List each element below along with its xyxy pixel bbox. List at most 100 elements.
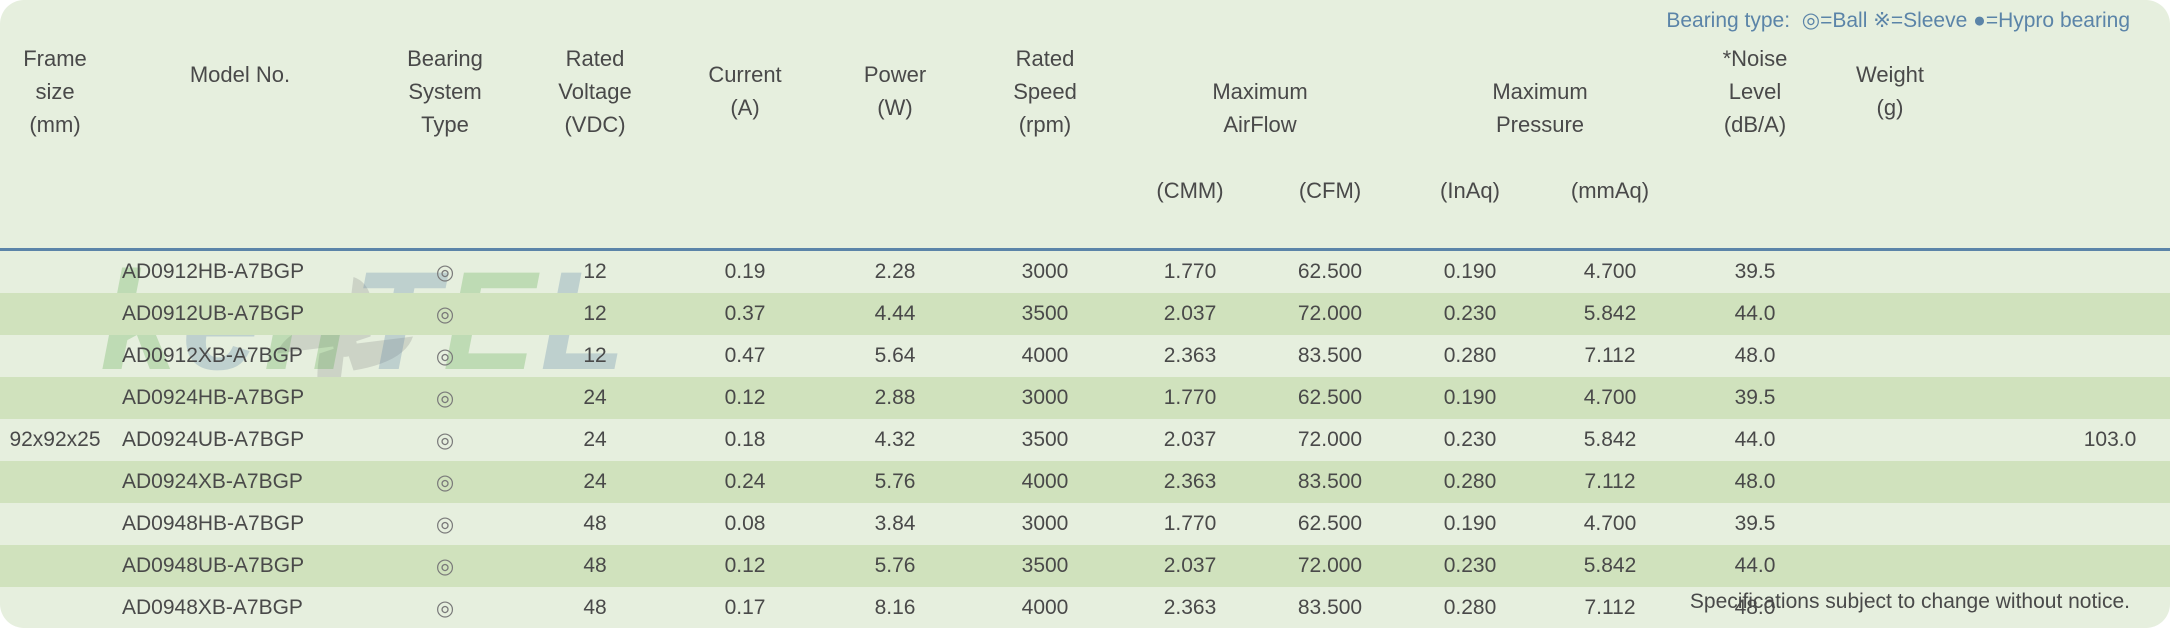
bearing-cell: ◎ — [370, 386, 520, 411]
airflow-cmm-cell: 2.363 — [1120, 344, 1260, 368]
speed-cell: 3500 — [970, 302, 1120, 326]
model-cell: AD0948UB-A7BGP — [110, 554, 370, 578]
bearing-cell: ◎ — [370, 512, 520, 537]
pressure-inaq-cell: 0.230 — [1400, 302, 1540, 326]
pressure-mmaq-cell: 7.112 — [1540, 344, 1680, 368]
pressure-inaq-cell: 0.230 — [1400, 428, 1540, 452]
header-airflow-label: Maximum AirFlow — [1120, 75, 1400, 141]
pressure-inaq-cell: 0.280 — [1400, 596, 1540, 620]
model-cell: AD0912HB-A7BGP — [110, 260, 370, 284]
current-cell: 0.47 — [670, 344, 820, 368]
voltage-cell: 48 — [520, 512, 670, 536]
current-cell: 0.17 — [670, 596, 820, 620]
header-weight: Weight (g) — [1830, 42, 1950, 124]
model-cell: AD0912UB-A7BGP — [110, 302, 370, 326]
noise-cell: 44.0 — [1680, 554, 1830, 578]
header-pressure-group: Maximum Pressure (InAq) (mmAq) — [1400, 42, 1680, 240]
airflow-cmm-cell: 2.037 — [1120, 554, 1260, 578]
pressure-mmaq-cell: 5.842 — [1540, 302, 1680, 326]
airflow-cfm-cell: 83.500 — [1260, 470, 1400, 494]
power-cell: 3.84 — [820, 512, 970, 536]
power-cell: 8.16 — [820, 596, 970, 620]
ball-icon: ◎ — [1802, 9, 1820, 32]
bearing-cell: ◎ — [370, 554, 520, 579]
airflow-cfm-cell: 83.500 — [1260, 344, 1400, 368]
power-cell: 4.32 — [820, 428, 970, 452]
pressure-mmaq-cell: 4.700 — [1540, 260, 1680, 284]
voltage-cell: 24 — [520, 470, 670, 494]
header-pressure-label: Maximum Pressure — [1400, 75, 1680, 141]
power-cell: 2.88 — [820, 386, 970, 410]
model-cell: AD0948XB-A7BGP — [110, 596, 370, 620]
airflow-cmm-cell: 2.363 — [1120, 470, 1260, 494]
voltage-cell: 24 — [520, 428, 670, 452]
voltage-cell: 24 — [520, 386, 670, 410]
speed-cell: 3500 — [970, 428, 1120, 452]
table-header-row-1: Frame size (mm) Model No. Bearing System… — [0, 40, 2170, 251]
spec-table: Frame size (mm) Model No. Bearing System… — [0, 40, 2170, 628]
current-cell: 0.24 — [670, 470, 820, 494]
pressure-inaq-cell: 0.190 — [1400, 512, 1540, 536]
pressure-mmaq-cell: 4.700 — [1540, 512, 1680, 536]
table-body: 92x92x25 103.0 AD0912HB-A7BGP◎120.192.28… — [0, 251, 2170, 628]
table-row: AD0924XB-A7BGP◎240.245.7640002.36383.500… — [0, 461, 2170, 503]
header-frame: Frame size (mm) — [0, 42, 110, 141]
table-row: AD0948UB-A7BGP◎480.125.7635002.03772.000… — [0, 545, 2170, 587]
pressure-inaq-cell: 0.280 — [1400, 470, 1540, 494]
speed-cell: 4000 — [970, 596, 1120, 620]
airflow-cfm-cell: 72.000 — [1260, 428, 1400, 452]
sleeve-label: =Sleeve — [1891, 9, 1967, 32]
header-noise: *Noise Level (dB/A) — [1680, 42, 1830, 141]
table-row: AD0924HB-A7BGP◎240.122.8830001.77062.500… — [0, 377, 2170, 419]
model-cell: AD0948HB-A7BGP — [110, 512, 370, 536]
table-row: AD0912UB-A7BGP◎120.374.4435002.03772.000… — [0, 293, 2170, 335]
header-current: Current (A) — [670, 42, 820, 124]
noise-cell: 39.5 — [1680, 260, 1830, 284]
table-row: AD0912HB-A7BGP◎120.192.2830001.77062.500… — [0, 251, 2170, 293]
current-cell: 0.12 — [670, 554, 820, 578]
airflow-cmm-cell: 1.770 — [1120, 386, 1260, 410]
pressure-mmaq-cell: 4.700 — [1540, 386, 1680, 410]
model-cell: AD0924HB-A7BGP — [110, 386, 370, 410]
header-voltage: Rated Voltage (VDC) — [520, 42, 670, 141]
spec-table-card: Bearing type: ◎=Ball ※=Sleeve ●=Hypro be… — [0, 0, 2170, 628]
noise-cell: 39.5 — [1680, 386, 1830, 410]
legend-label: Bearing type: — [1666, 9, 1790, 32]
voltage-cell: 48 — [520, 596, 670, 620]
power-cell: 5.76 — [820, 470, 970, 494]
table-row: AD0912XB-A7BGP◎120.475.6440002.36383.500… — [0, 335, 2170, 377]
speed-cell: 4000 — [970, 470, 1120, 494]
table-row: AD0924UB-A7BGP◎240.184.3235002.03772.000… — [0, 419, 2170, 461]
noise-cell: 44.0 — [1680, 428, 1830, 452]
voltage-cell: 12 — [520, 260, 670, 284]
current-cell: 0.08 — [670, 512, 820, 536]
model-cell: AD0924UB-A7BGP — [110, 428, 370, 452]
airflow-cfm-cell: 62.500 — [1260, 260, 1400, 284]
power-cell: 2.28 — [820, 260, 970, 284]
sleeve-icon: ※ — [1873, 9, 1891, 32]
airflow-cfm-cell: 72.000 — [1260, 554, 1400, 578]
hypro-label: =Hypro bearing — [1986, 9, 2130, 32]
speed-cell: 3500 — [970, 554, 1120, 578]
header-pressure-inaq: (InAq) — [1400, 174, 1540, 207]
voltage-cell: 48 — [520, 554, 670, 578]
pressure-mmaq-cell: 5.842 — [1540, 554, 1680, 578]
airflow-cfm-cell: 62.500 — [1260, 386, 1400, 410]
voltage-cell: 12 — [520, 344, 670, 368]
header-model: Model No. — [110, 42, 370, 91]
speed-cell: 3000 — [970, 260, 1120, 284]
airflow-cmm-cell: 2.037 — [1120, 428, 1260, 452]
airflow-cfm-cell: 62.500 — [1260, 512, 1400, 536]
model-cell: AD0924XB-A7BGP — [110, 470, 370, 494]
airflow-cmm-cell: 1.770 — [1120, 260, 1260, 284]
power-cell: 5.76 — [820, 554, 970, 578]
noise-cell: 48.0 — [1680, 596, 1830, 620]
airflow-cmm-cell: 2.037 — [1120, 302, 1260, 326]
noise-cell: 39.5 — [1680, 512, 1830, 536]
airflow-cfm-cell: 83.500 — [1260, 596, 1400, 620]
noise-cell: 48.0 — [1680, 344, 1830, 368]
speed-cell: 3000 — [970, 512, 1120, 536]
current-cell: 0.12 — [670, 386, 820, 410]
table-row: AD0948XB-A7BGP◎480.178.1640002.36383.500… — [0, 587, 2170, 628]
weight-cell: 103.0 — [2050, 251, 2170, 628]
